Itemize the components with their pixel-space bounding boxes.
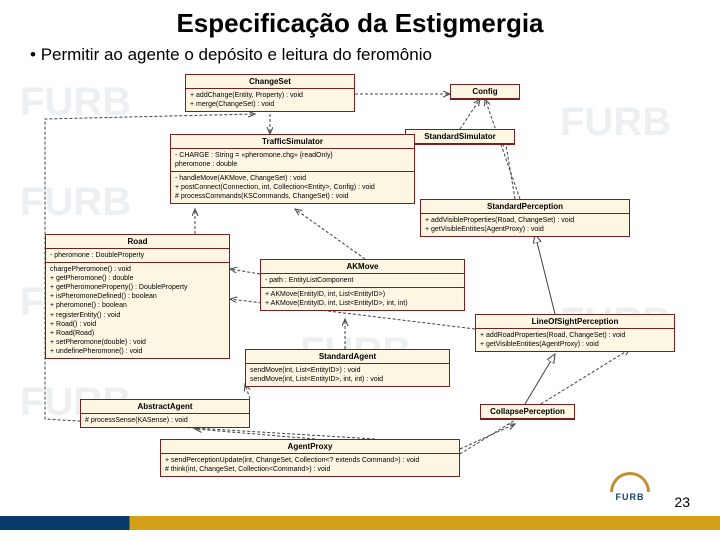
class-ops: + addChange(Entity, Property) : void+ me… <box>186 89 354 111</box>
class-StandardAgent: StandardAgent sendMove(int, List<EntityI… <box>245 349 450 387</box>
class-Config: Config <box>450 84 520 100</box>
class-Road: Road- pheromone : DoubleProperty chargeP… <box>45 234 230 359</box>
class-title: ChangeSet <box>186 75 354 89</box>
slide-container: FURB FURB FURB FURB FURB FURB FURB FURB … <box>0 0 720 540</box>
class-title: LineOfSightPerception <box>476 315 674 329</box>
class-ops: # processSense(KASense) : void <box>81 414 249 427</box>
class-attrs: - path : EntityListComponent <box>261 274 464 288</box>
class-StandardPerception: StandardPerception+ addVisibleProperties… <box>420 199 630 237</box>
class-ops: - handleMove(AKMove, ChangeSet) : void+ … <box>171 172 414 203</box>
class-title: Road <box>46 235 229 249</box>
uml-diagram: ChangeSet+ addChange(Entity, Property) :… <box>35 69 685 489</box>
class-title: StandardPerception <box>421 200 629 214</box>
class-ops: + sendPerceptionUpdate(int, ChangeSet, C… <box>161 454 459 476</box>
class-title: AgentProxy <box>161 440 459 454</box>
class-title: TrafficSimulator <box>171 135 414 149</box>
class-title: CollapsePerception <box>481 405 574 419</box>
class-AgentProxy: AgentProxy+ sendPerceptionUpdate(int, Ch… <box>160 439 460 477</box>
class-CollapsePerception: CollapsePerception <box>480 404 575 420</box>
page-title: Especificação da Estigmergia <box>30 8 690 39</box>
class-AKMove: AKMove- path : EntityListComponent+ AKMo… <box>260 259 465 311</box>
page-number: 23 <box>674 494 690 510</box>
bullet-text: Permitir ao agente o depósito e leitura … <box>30 45 690 65</box>
class-title: StandardSimulator <box>406 130 514 144</box>
class-TrafficSimulator: TrafficSimulator- CHARGE : String = «phe… <box>170 134 415 204</box>
class-StandardSimulator: StandardSimulator <box>405 129 515 145</box>
class-ops: chargePheromone() : void+ getPheromone()… <box>46 263 229 358</box>
class-ops: sendMove(int, List<EntityID>) : void sen… <box>246 364 449 386</box>
class-LineOfSightPerception: LineOfSightPerception+ addRoadProperties… <box>475 314 675 352</box>
class-attrs: - pheromone : DoubleProperty <box>46 249 229 263</box>
footer-bar <box>0 516 720 530</box>
class-title: Config <box>451 85 519 99</box>
class-ops: + addVisibleProperties(Road, ChangeSet) … <box>421 214 629 236</box>
furb-logo: FURB <box>600 472 660 512</box>
class-ops: + addRoadProperties(Road, ChangeSet) : v… <box>476 329 674 351</box>
class-attrs: - CHARGE : String = «pheromone.chg» {rea… <box>171 149 414 172</box>
class-title: AbstractAgent <box>81 400 249 414</box>
class-ops: + AKMove(EntityID, int, List<EntityID>)+… <box>261 288 464 310</box>
class-title: AKMove <box>261 260 464 274</box>
class-title: StandardAgent <box>246 350 449 364</box>
class-ChangeSet: ChangeSet+ addChange(Entity, Property) :… <box>185 74 355 112</box>
class-AbstractAgent: AbstractAgent# processSense(KASense) : v… <box>80 399 250 428</box>
